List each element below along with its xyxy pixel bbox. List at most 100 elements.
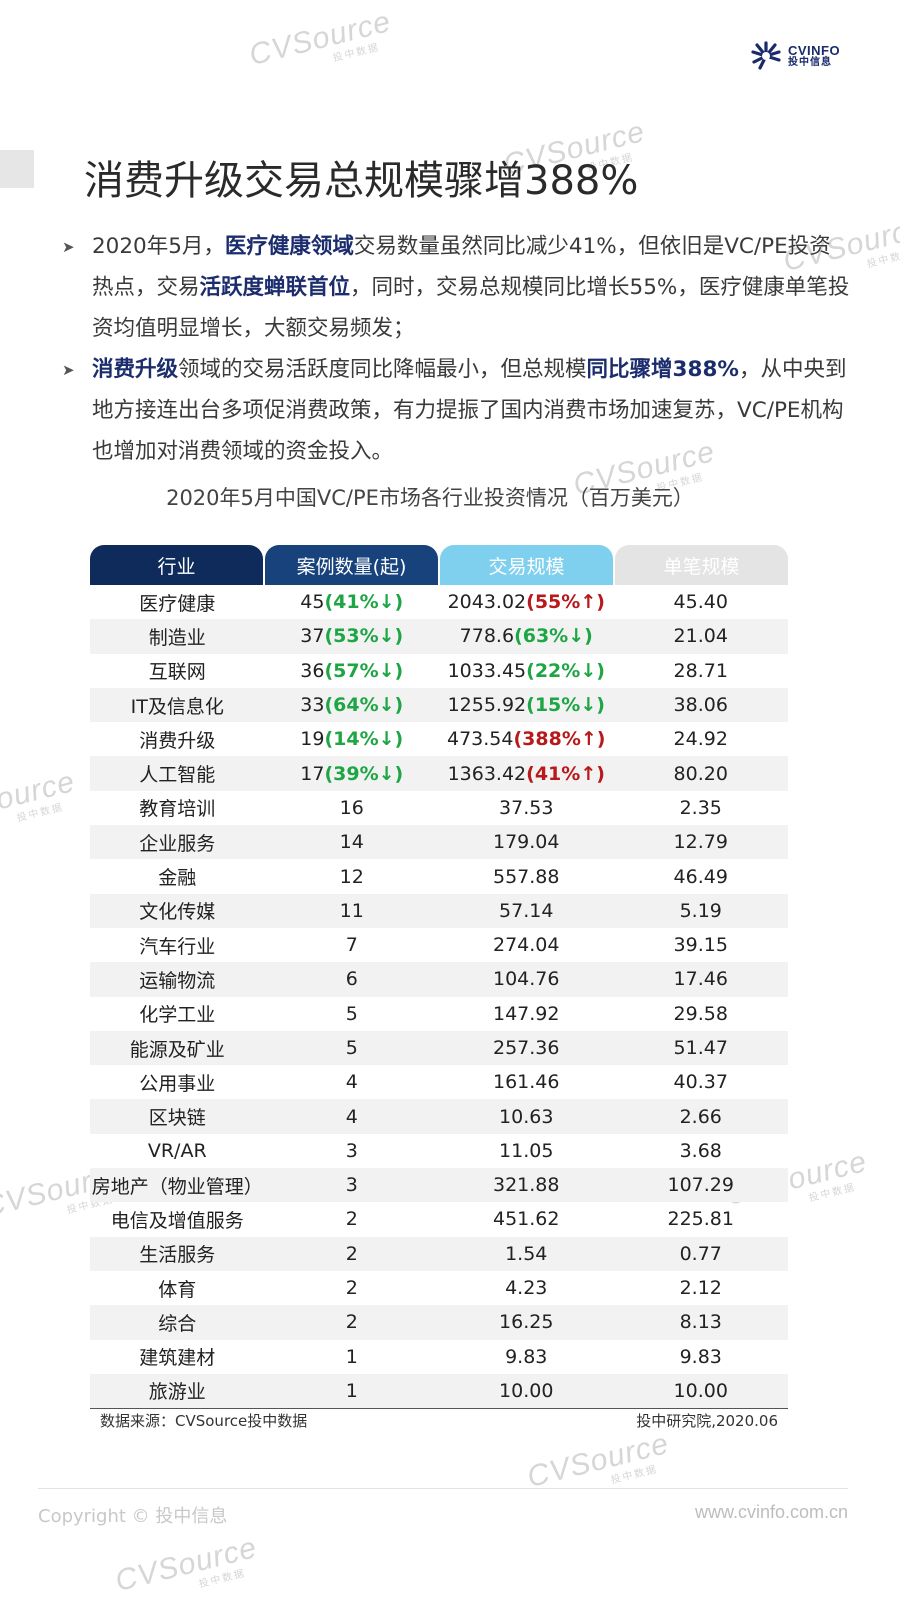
- cell-avg: 107.29: [667, 1174, 734, 1197]
- cell-amount: 9.83: [505, 1345, 548, 1368]
- cell-cases: 3: [345, 1174, 358, 1197]
- table-row: 教育培训 16 37.53 2.35: [90, 791, 788, 825]
- watermark: CVSource 投中数据: [0, 764, 79, 833]
- cell-industry: 企业服务: [139, 832, 216, 855]
- cell-avg: 12.79: [673, 831, 728, 854]
- bullet-text: 2020年5月，医疗健康领域交易数量虽然同比减少41%，但依旧是VC/PE投资热…: [92, 234, 850, 341]
- cell-amount: 147.92: [493, 1002, 560, 1025]
- cell-cases: 14: [339, 831, 364, 854]
- cell-cases: 2: [345, 1242, 358, 1265]
- cell-amount: 16.25: [499, 1311, 554, 1334]
- cell-amount: 778.6(63%↓): [459, 625, 593, 648]
- cell-industry: 金融: [158, 867, 197, 890]
- table-row: 房地产（物业管理） 3 321.88 107.29: [90, 1168, 788, 1203]
- cell-amount: 557.88: [493, 865, 560, 888]
- cell-industry: 人工智能: [139, 764, 216, 787]
- arrow-bullet-icon: ➤: [62, 361, 75, 379]
- cell-industry: 公用事业: [139, 1072, 216, 1095]
- cell-avg: 3.68: [679, 1139, 722, 1162]
- table-row: 消费升级 19(14%↓) 473.54(388%↑) 24.92: [90, 722, 788, 756]
- table-row: 运输物流 6 104.76 17.46: [90, 962, 788, 997]
- brand-logo: CVINFO 投中信息: [748, 40, 840, 72]
- table-body: 医疗健康 45(41%↓) 2043.02(55%↑) 45.40 制造业 37(53%↓…: [90, 585, 788, 1410]
- cell-industry: 能源及矿业: [129, 1038, 225, 1061]
- cell-avg: 24.92: [673, 728, 728, 751]
- cell-amount: 4.23: [505, 1277, 548, 1300]
- table-row: IT及信息化 33(64%↓) 1255.92(15%↓) 38.06: [90, 687, 788, 723]
- cvinfo-logo-icon: [748, 40, 784, 72]
- table-row: 区块链 4 10.63 2.66: [90, 1099, 788, 1134]
- logo-text-cn: 投中信息: [788, 56, 832, 68]
- table-row: 公用事业 4 161.46 40.37: [90, 1065, 788, 1099]
- table-row: 汽车行业 7 274.04 39.15: [90, 928, 788, 962]
- cell-avg: 80.20: [673, 762, 728, 785]
- cell-avg: 39.15: [673, 934, 728, 957]
- footer-divider: [38, 1488, 848, 1489]
- table-row: 金融 12 557.88 46.49: [90, 859, 788, 893]
- cell-industry: 房地产（物业管理）: [91, 1175, 263, 1198]
- cell-cases: 2: [345, 1277, 358, 1300]
- cell-cases: 17(39%↓): [300, 762, 404, 785]
- bullet-list: ➤ 2020年5月，医疗健康领域交易数量虽然同比减少41%，但依旧是VC/PE投…: [62, 226, 852, 472]
- table-row: 互联网 36(57%↓) 1033.45(22%↓) 28.71: [90, 654, 788, 688]
- cell-cases: 11: [339, 899, 364, 922]
- cell-industry: 化学工业: [139, 1004, 216, 1027]
- cell-cases: 37(53%↓): [300, 625, 404, 648]
- cell-industry: 医疗健康: [139, 592, 216, 615]
- cell-industry: 建筑建材: [139, 1347, 216, 1370]
- cell-amount: 451.62: [493, 1208, 560, 1231]
- cell-avg: 21.04: [673, 625, 728, 648]
- cell-amount: 473.54(388%↑): [447, 728, 606, 751]
- cell-amount: 1255.92(15%↓): [447, 694, 605, 717]
- column-header-industry: 行业: [90, 545, 263, 585]
- cell-cases: 4: [345, 1071, 358, 1094]
- data-source: 数据来源：CVSource投中数据: [100, 1412, 308, 1430]
- cell-cases: 45(41%↓): [300, 591, 404, 614]
- cell-cases: 5: [345, 1002, 358, 1025]
- cell-avg: 2.66: [679, 1105, 722, 1128]
- cell-cases: 36(57%↓): [300, 659, 404, 682]
- table-row: 建筑建材 1 9.83 9.83: [90, 1340, 788, 1374]
- report-credit: 投中研究院,2020.06: [636, 1412, 778, 1430]
- cell-cases: 7: [345, 934, 358, 957]
- table-row: 生活服务 2 1.54 0.77: [90, 1236, 788, 1271]
- cell-avg: 2.35: [679, 796, 722, 819]
- table-row: VR/AR 3 11.05 3.68: [90, 1134, 788, 1168]
- table-row: 医疗健康 45(41%↓) 2043.02(55%↑) 45.40: [90, 585, 788, 619]
- cell-industry: 区块链: [148, 1107, 206, 1130]
- cell-amount: 37.53: [499, 796, 554, 819]
- watermark: CVSource 投中数据: [524, 1426, 673, 1495]
- table-row: 企业服务 14 179.04 12.79: [90, 825, 788, 860]
- cell-amount: 274.04: [493, 934, 560, 957]
- cell-avg: 2.12: [679, 1277, 722, 1300]
- cell-avg: 28.71: [673, 659, 728, 682]
- cell-industry: 汽车行业: [139, 935, 216, 958]
- column-header-amount: 交易规模: [440, 545, 613, 585]
- cell-cases: 6: [345, 968, 358, 991]
- bullet-text: 消费升级领域的交易活跃度同比降幅最小，但总规模同比骤增388%，从中央到地方接连…: [92, 357, 847, 464]
- cell-amount: 10.00: [499, 1379, 554, 1402]
- cell-cases: 12: [339, 865, 364, 888]
- cell-amount: 1363.42(41%↑): [447, 762, 605, 785]
- cell-cases: 19(14%↓): [300, 728, 404, 751]
- table-header: 行业 案例数量(起) 交易规模 单笔规模: [90, 545, 788, 585]
- cell-amount: 1033.45(22%↓): [447, 659, 605, 682]
- cell-industry: 运输物流: [139, 969, 216, 992]
- cell-amount: 10.63: [499, 1105, 554, 1128]
- cell-avg: 40.37: [673, 1071, 728, 1094]
- cell-avg: 225.81: [667, 1208, 734, 1231]
- cell-amount: 257.36: [493, 1037, 560, 1059]
- cell-industry: VR/AR: [147, 1139, 207, 1162]
- table-row: 文化传媒 11 57.14 5.19: [90, 893, 788, 928]
- cell-cases: 4: [345, 1105, 358, 1128]
- side-tab-decoration: [0, 150, 34, 188]
- bullet-item: ➤ 2020年5月，医疗健康领域交易数量虽然同比减少41%，但依旧是VC/PE投…: [62, 226, 852, 349]
- cell-avg: 17.46: [673, 968, 728, 991]
- cell-industry: 体育: [158, 1278, 197, 1301]
- cell-avg: 38.06: [673, 694, 728, 717]
- cell-industry: 消费升级: [139, 729, 216, 752]
- logo-text-en: CVINFO: [788, 42, 841, 58]
- cell-industry: 生活服务: [139, 1244, 216, 1267]
- cell-industry: 旅游业: [148, 1381, 206, 1404]
- cell-amount: 104.76: [493, 968, 560, 991]
